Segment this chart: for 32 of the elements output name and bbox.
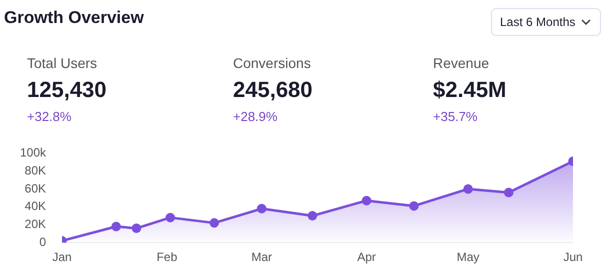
point [308,211,318,221]
text: 125,430 [27,77,107,103]
x-tick-label: Feb [156,250,178,264]
y-tick-label: 40K [24,199,46,214]
point [463,184,473,194]
point [210,218,220,228]
x-tick-label: Jun [563,250,583,264]
text: Conversions [233,55,312,71]
y-tick-label: 100k [20,146,47,160]
point [504,188,514,198]
point [111,222,121,232]
text: +35.7% [433,109,478,124]
point [166,212,176,222]
y-tick-label: 0 [39,234,46,249]
y-tick-label: 60K [24,181,46,196]
point [409,201,419,211]
point [362,196,372,206]
text: Total Users [27,55,98,71]
x-tick-label: Apr [357,250,376,264]
text: $2.45M [433,77,506,103]
x-tick-label: Jan [52,250,72,264]
x-tick-label: Mar [251,250,272,264]
x-tick-label: May [456,250,480,264]
text: 245,680 [233,77,313,103]
text: +28.9% [233,109,278,124]
point [132,224,142,234]
text: Last 6 Months [500,15,576,29]
chart-title: Growth Overview [4,8,144,28]
text: +32.8% [27,109,72,124]
y-tick-label: 80K [24,163,46,178]
text: Revenue [433,55,490,71]
y-tick-label: 20K [24,217,46,232]
